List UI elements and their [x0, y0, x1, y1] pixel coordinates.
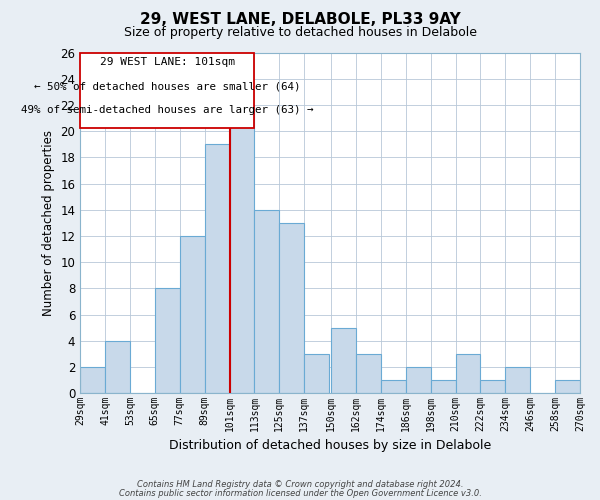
Text: 29 WEST LANE: 101sqm: 29 WEST LANE: 101sqm — [100, 57, 235, 67]
Text: 49% of semi-detached houses are larger (63) →: 49% of semi-detached houses are larger (… — [21, 106, 314, 116]
Bar — [155, 288, 180, 393]
X-axis label: Distribution of detached houses by size in Delabole: Distribution of detached houses by size … — [169, 440, 491, 452]
Bar — [505, 367, 530, 393]
Bar — [180, 236, 205, 393]
Bar — [481, 380, 505, 393]
Bar — [254, 210, 279, 393]
Bar — [279, 223, 304, 393]
Bar — [304, 354, 329, 393]
Text: Size of property relative to detached houses in Delabole: Size of property relative to detached ho… — [124, 26, 476, 39]
Text: Contains public sector information licensed under the Open Government Licence v3: Contains public sector information licen… — [119, 490, 481, 498]
Bar — [331, 328, 356, 393]
FancyBboxPatch shape — [80, 52, 254, 128]
Bar — [406, 367, 431, 393]
Bar — [455, 354, 481, 393]
Text: 29, WEST LANE, DELABOLE, PL33 9AY: 29, WEST LANE, DELABOLE, PL33 9AY — [140, 12, 460, 28]
Bar — [356, 354, 381, 393]
Bar — [80, 367, 105, 393]
Text: ← 50% of detached houses are smaller (64): ← 50% of detached houses are smaller (64… — [34, 82, 301, 92]
Bar — [105, 340, 130, 393]
Bar — [205, 144, 230, 393]
Bar — [431, 380, 455, 393]
Bar — [555, 380, 580, 393]
Text: Contains HM Land Registry data © Crown copyright and database right 2024.: Contains HM Land Registry data © Crown c… — [137, 480, 463, 489]
Bar — [230, 105, 254, 393]
Y-axis label: Number of detached properties: Number of detached properties — [42, 130, 55, 316]
Bar — [381, 380, 406, 393]
